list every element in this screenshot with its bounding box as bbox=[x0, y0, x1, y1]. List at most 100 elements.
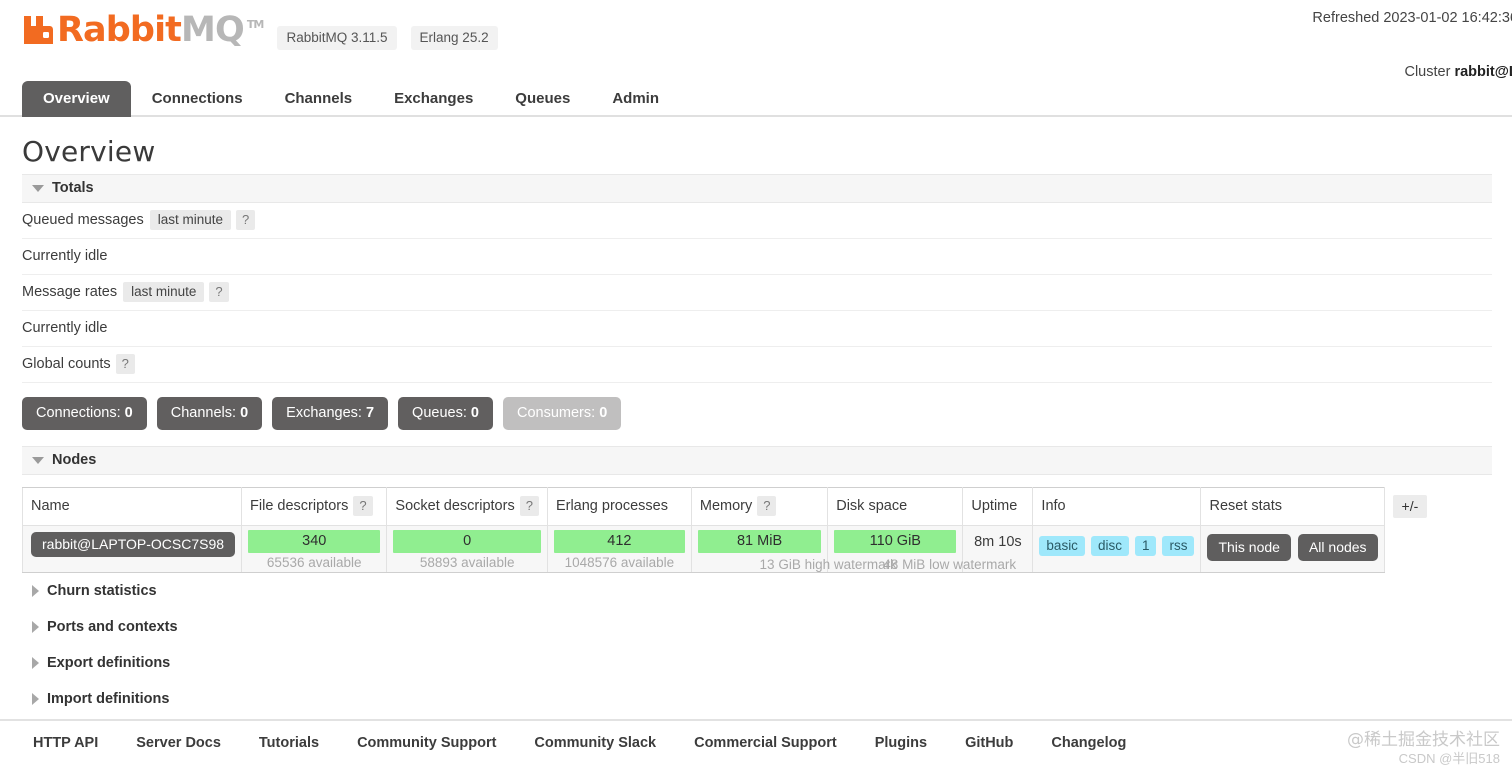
queued-messages-label: Queued messages bbox=[22, 212, 144, 228]
reset-all-nodes-button[interactable]: All nodes bbox=[1297, 534, 1378, 561]
totals-section-header[interactable]: Totals bbox=[22, 174, 1492, 203]
nodes-section-header[interactable]: Nodes bbox=[22, 446, 1492, 475]
chevron-right-icon bbox=[32, 585, 39, 598]
chevron-right-icon bbox=[32, 693, 39, 706]
nodes-section-label: Nodes bbox=[52, 452, 97, 468]
footer-link-plugins[interactable]: Plugins bbox=[874, 735, 928, 751]
logo-trademark: TM bbox=[246, 18, 265, 32]
export-definitions-label: Export definitions bbox=[47, 655, 171, 671]
cell-info: basic disc 1 rss bbox=[1032, 525, 1202, 573]
message-rates-idle: Currently idle bbox=[22, 311, 1492, 347]
file-descriptors-available: 65536 available bbox=[266, 555, 362, 570]
cell-uptime: 8m 10s bbox=[962, 525, 1034, 573]
chevron-right-icon bbox=[32, 621, 39, 634]
file-descriptors-bar: 340 bbox=[248, 530, 381, 553]
count-button-channels[interactable]: Channels: 0 bbox=[156, 397, 263, 430]
node-name-link[interactable]: rabbit@LAPTOP-OCSC7S98 bbox=[31, 532, 236, 557]
count-button-connections[interactable]: Connections: 0 bbox=[22, 397, 147, 430]
tab-channels[interactable]: Channels bbox=[284, 90, 353, 107]
footer-link-github[interactable]: GitHub bbox=[965, 735, 1014, 751]
brand-logo[interactable]: RabbitMQ TM RabbitMQ 3.11.5 Erlang 25.2 bbox=[22, 10, 498, 50]
message-rates-range-chip[interactable]: last minute bbox=[123, 282, 205, 302]
app-header: RabbitMQ TM RabbitMQ 3.11.5 Erlang 25.2 R… bbox=[0, 0, 1512, 80]
nodes-table-header-row: Name File descriptors? Socket descriptor… bbox=[21, 487, 1490, 526]
file-descriptors-help-icon[interactable]: ? bbox=[353, 496, 373, 516]
section-churn-statistics[interactable]: Churn statistics bbox=[22, 573, 1490, 609]
refreshed-timestamp: Refreshed 2023-01-02 16:42:36 bbox=[1312, 10, 1512, 26]
global-counts-buttons: Connections: 0 Channels: 0 Exchanges: 7 … bbox=[22, 397, 1490, 430]
chevron-down-icon bbox=[32, 456, 44, 464]
nav-tab-list: Overview Connections Channels Exchanges … bbox=[22, 81, 1512, 117]
section-ports-and-contexts[interactable]: Ports and contexts bbox=[22, 609, 1490, 645]
nodes-table-wrapper: Name File descriptors? Socket descriptor… bbox=[21, 487, 1490, 573]
cell-file-descriptors: 340 65536 available bbox=[241, 525, 388, 573]
tab-overview[interactable]: Overview bbox=[22, 81, 131, 117]
toggle-columns-button[interactable]: +/- bbox=[1392, 494, 1428, 518]
memory-help-icon[interactable]: ? bbox=[757, 496, 777, 516]
footer-link-tutorials[interactable]: Tutorials bbox=[258, 735, 320, 751]
col-info: Info bbox=[1032, 487, 1202, 526]
info-tag-disc[interactable]: disc bbox=[1090, 536, 1129, 556]
rabbitmq-logo-icon bbox=[22, 15, 55, 46]
col-disk-space: Disk space bbox=[827, 487, 964, 526]
cell-memory: 81 MiB 13 GiB high watermark bbox=[690, 525, 897, 573]
section-import-definitions[interactable]: Import definitions bbox=[22, 681, 1490, 717]
message-rates-help-icon[interactable]: ? bbox=[209, 282, 229, 302]
socket-descriptors-help-icon[interactable]: ? bbox=[519, 496, 539, 516]
cell-plusminus-spacer bbox=[1384, 526, 1489, 573]
memory-bar: 81 MiB bbox=[697, 530, 822, 553]
churn-statistics-label: Churn statistics bbox=[47, 583, 157, 599]
main-content: Overview Totals Queued messages last minu… bbox=[0, 135, 1512, 717]
rabbitmq-version-badge: RabbitMQ 3.11.5 bbox=[277, 25, 397, 50]
message-rates-label: Message rates bbox=[22, 284, 118, 300]
global-counts-help-icon[interactable]: ? bbox=[115, 354, 135, 374]
header-status-block: Refreshed 2023-01-02 16:42:36Refresh eve… bbox=[1028, 5, 1512, 113]
cell-disk-space: 110 GiB 48 MiB low watermark bbox=[827, 525, 1016, 573]
nodes-table: Name File descriptors? Socket descriptor… bbox=[21, 487, 1490, 573]
memory-high-watermark: 13 GiB high watermark bbox=[759, 557, 897, 572]
count-button-exchanges[interactable]: Exchanges: 7 bbox=[272, 397, 389, 430]
footer-link-changelog[interactable]: Changelog bbox=[1051, 735, 1127, 751]
message-rates-row: Message rates last minute? bbox=[22, 275, 1492, 311]
tab-connections[interactable]: Connections bbox=[151, 90, 243, 107]
cell-node-name: rabbit@LAPTOP-OCSC7S98 bbox=[21, 525, 243, 573]
disk-space-bar: 110 GiB bbox=[834, 530, 957, 553]
disk-low-watermark: 48 MiB low watermark bbox=[883, 557, 1017, 572]
info-tag-count[interactable]: 1 bbox=[1134, 536, 1157, 556]
logo-text-rabbit: Rabbit bbox=[57, 10, 182, 50]
page-title: Overview bbox=[22, 135, 156, 168]
cell-socket-descriptors: 0 58893 available bbox=[386, 525, 548, 573]
queued-messages-help-icon[interactable]: ? bbox=[236, 210, 256, 230]
col-uptime: Uptime bbox=[962, 487, 1034, 526]
footer-link-commercial-support[interactable]: Commercial Support bbox=[694, 735, 837, 751]
main-navigation: Overview Connections Channels Exchanges … bbox=[0, 81, 1512, 117]
tab-admin[interactable]: Admin bbox=[612, 90, 659, 107]
count-button-consumers: Consumers: 0 bbox=[502, 397, 622, 430]
global-counts-label: Global counts bbox=[22, 356, 111, 372]
cell-reset-stats: This node All nodes bbox=[1200, 525, 1385, 573]
import-definitions-label: Import definitions bbox=[47, 691, 170, 707]
section-export-definitions[interactable]: Export definitions bbox=[22, 645, 1490, 681]
footer-link-community-support[interactable]: Community Support bbox=[357, 735, 497, 751]
queued-messages-range-chip[interactable]: last minute bbox=[149, 210, 231, 230]
tab-queues[interactable]: Queues bbox=[515, 90, 571, 107]
footer-link-list: HTTP API Server Docs Tutorials Community… bbox=[33, 735, 1512, 751]
chevron-right-icon bbox=[32, 657, 39, 670]
footer-link-community-slack[interactable]: Community Slack bbox=[534, 735, 657, 751]
info-tag-rss[interactable]: rss bbox=[1162, 536, 1195, 556]
tab-exchanges[interactable]: Exchanges bbox=[394, 90, 474, 107]
col-plusminus: +/- bbox=[1384, 487, 1490, 526]
table-row: rabbit@LAPTOP-OCSC7S98 340 65536 availab… bbox=[21, 525, 1490, 573]
logo-text-mq: MQ bbox=[181, 10, 245, 50]
cluster-row: Cluster rabbit@LAPTOP-OCSC7S98 bbox=[1028, 59, 1512, 86]
col-memory: Memory? bbox=[690, 487, 829, 526]
queued-messages-idle: Currently idle bbox=[22, 239, 1492, 275]
footer-link-server-docs[interactable]: Server Docs bbox=[136, 735, 221, 751]
col-reset-stats: Reset stats bbox=[1200, 487, 1385, 526]
footer-link-http-api[interactable]: HTTP API bbox=[33, 735, 99, 751]
reset-this-node-button[interactable]: This node bbox=[1207, 534, 1291, 561]
cluster-label: Cluster bbox=[1404, 64, 1451, 80]
info-tag-basic[interactable]: basic bbox=[1039, 536, 1085, 556]
refresh-row: Refreshed 2023-01-02 16:42:36Refresh eve… bbox=[1028, 5, 1512, 32]
count-button-queues[interactable]: Queues: 0 bbox=[398, 397, 493, 430]
